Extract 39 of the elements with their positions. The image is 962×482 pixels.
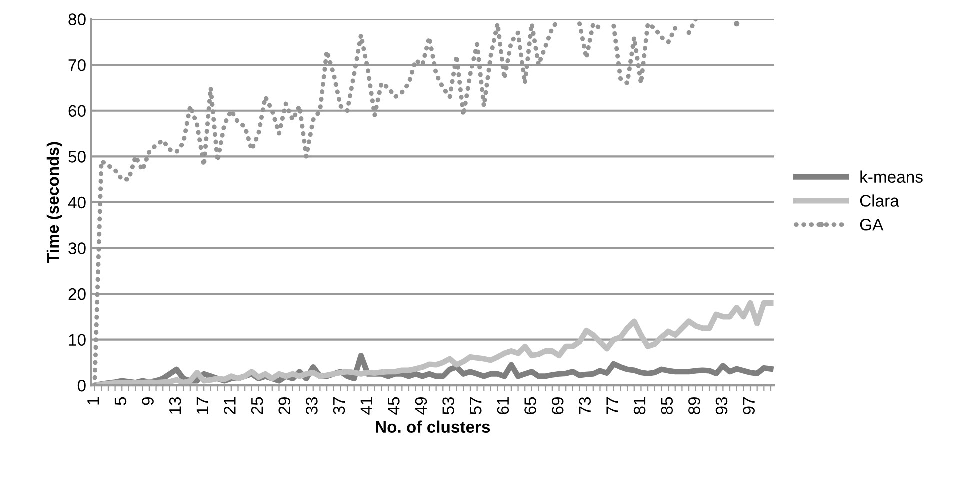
x-tick-label: 17 xyxy=(196,398,208,414)
y-tick-label: 50 xyxy=(68,151,86,163)
y-tick-label: 40 xyxy=(68,196,86,209)
y-tick-label: 10 xyxy=(69,334,86,346)
x-tick-label: 81 xyxy=(634,398,646,415)
legend-label: GA xyxy=(860,218,884,231)
x-tick-label: 89 xyxy=(688,398,700,415)
y-tick-label: 20 xyxy=(68,288,86,300)
y-tick-label: 70 xyxy=(68,59,86,72)
x-tick-label: 5 xyxy=(114,397,127,406)
x-tick-label: 25 xyxy=(251,397,264,414)
x-tick-label: 53 xyxy=(442,397,454,415)
x-tick-label: 9 xyxy=(142,398,154,406)
y-tick-label: 60 xyxy=(68,105,86,118)
x-tick-label: 45 xyxy=(388,397,400,415)
y-tick-label: 0 xyxy=(78,380,86,392)
y-axis-title: Time (seconds) xyxy=(46,142,62,264)
x-tick-label: 73 xyxy=(579,397,592,414)
x-tick-label: 37 xyxy=(333,398,346,415)
x-tick-label: 29 xyxy=(278,398,291,414)
x-tick-label: 57 xyxy=(470,398,482,415)
x-axis-title: No. of clusters xyxy=(376,420,490,434)
x-tick-label: 13 xyxy=(169,397,182,414)
x-tick-label: 85 xyxy=(661,397,674,415)
x-tick-label: 77 xyxy=(606,398,618,414)
x-tick-label: 49 xyxy=(415,398,428,415)
legend-label: k-means xyxy=(860,170,923,184)
x-tick-label: 93 xyxy=(716,397,728,414)
x-tick-label: 97 xyxy=(743,398,755,414)
x-tick-label: 33 xyxy=(306,397,318,415)
x-tick-label: 41 xyxy=(360,398,372,415)
x-tick-label: 61 xyxy=(497,398,510,414)
y-tick-label: 30 xyxy=(68,242,86,254)
x-tick-label: 1 xyxy=(88,398,100,405)
x-tick-label: 69 xyxy=(552,398,564,414)
y-tick-label: 80 xyxy=(68,14,86,26)
x-tick-label: 65 xyxy=(524,397,536,414)
legend-label: Clara xyxy=(860,194,900,207)
x-tick-label: 21 xyxy=(224,398,236,414)
